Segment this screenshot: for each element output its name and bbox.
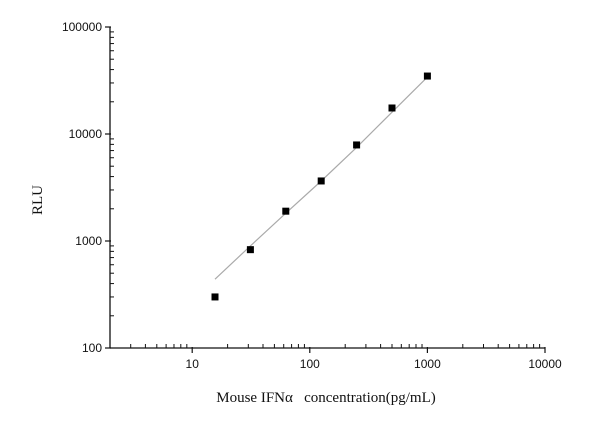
- axes: 100 1000 10000 100000 10 100 1000 10000: [62, 20, 562, 371]
- x-ticks: 10 100 1000 10000: [109, 344, 562, 371]
- data-point: [282, 207, 290, 215]
- data-markers: [211, 72, 431, 301]
- data-point: [317, 177, 325, 185]
- data-point: [353, 141, 361, 149]
- y-tick-label: 100: [82, 341, 102, 355]
- y-tick-label: 10000: [69, 127, 103, 141]
- plot-area: [211, 72, 431, 301]
- data-point: [246, 246, 254, 254]
- x-tick-label: 10000: [528, 357, 562, 371]
- x-axis-title: Mouse IFNα concentration(pg/mL): [216, 390, 435, 406]
- data-point: [388, 104, 396, 112]
- y-axis-title: RLU: [30, 185, 46, 215]
- y-tick-label: 1000: [75, 234, 102, 248]
- data-point: [211, 293, 219, 301]
- y-ticks: 100 1000 10000 100000: [62, 20, 114, 355]
- y-tick-label: 100000: [62, 20, 102, 34]
- x-tick-label: 10: [186, 357, 200, 371]
- x-tick-label: 100: [300, 357, 320, 371]
- data-point: [423, 72, 431, 80]
- x-tick-label: 1000: [414, 357, 441, 371]
